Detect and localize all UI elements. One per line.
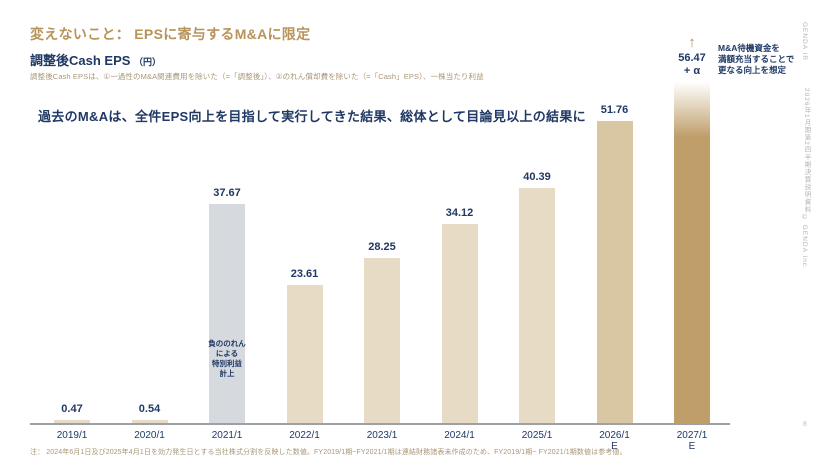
bar-value-label: 0.54 [138, 402, 161, 415]
annotation-line: 更なる向上を想定 [718, 65, 787, 75]
chart-column: 0.47 [33, 83, 111, 423]
bar-annotation: 負ののれん による 特別利益 計上 [208, 339, 246, 378]
bar-value-label: 37.67 [213, 186, 241, 199]
page-title: 変えないこと： EPSに寄与するM&Aに限定 [30, 26, 311, 42]
margin-label-copyright: © GENDA Inc. [801, 214, 808, 270]
up-arrow-icon: ↑ [688, 33, 696, 51]
bar-2020/1 [131, 419, 168, 423]
key-message: 過去のM&Aは、全件EPS向上を目指して実行してきた結果、総体として目論見以上の… [38, 109, 586, 124]
bar-2024/1 [441, 224, 478, 423]
chart-column: 40.39 [498, 83, 576, 423]
bar-value-label: 23.61 [290, 268, 319, 281]
x-axis-label: 2024/1 [444, 430, 475, 441]
x-axis-label: 2026/1 E [599, 430, 630, 452]
margin-label-genda-ir: GENDA IR [801, 22, 808, 62]
chart-title-unit: （円） [134, 57, 162, 67]
chart-column: ↑ 56.47 + α [653, 35, 731, 423]
bar-2022/1 [286, 285, 323, 423]
chart-column: 28.25 [343, 83, 421, 423]
x-axis-label: 2020/1 [134, 430, 165, 441]
bar-value-label: 28.25 [368, 241, 396, 254]
chart-title: 調整後Cash EPS （円） [30, 50, 161, 69]
chart: 0.47 0.54 37.67 負ののれん による 特別利益 計上 23.61 28.25 34.… [30, 35, 731, 425]
bar-value-label: 51.76 [600, 104, 629, 117]
page-number: 8 [803, 421, 807, 428]
annotation-line: M&A待機資金を [718, 43, 780, 53]
chart-column: 23.61 [266, 83, 344, 423]
x-axis-label: 2025/1 [521, 430, 553, 441]
x-axis-label: 2021/1 [211, 430, 243, 441]
chart-column: 34.12 [421, 83, 499, 423]
x-axis-label: 2019/1 [56, 430, 88, 441]
margin-label-deck-title: 2026年1月期第2四半期決算説明資料 [803, 88, 810, 214]
bar-value-label: 40.39 [523, 170, 551, 183]
bar-2019/1 [54, 420, 90, 423]
bar-2023/1 [364, 258, 400, 423]
bar-value-label: 0.47 [61, 403, 83, 415]
x-axis-labels: 2019/1 2020/1 2021/1 2022/1 2023/1 2024/1 2025… [30, 430, 730, 456]
bar-2021/1: 負ののれん による 特別利益 計上 [208, 203, 246, 423]
bar-2026/1 [596, 121, 633, 423]
x-axis-label: 2023/1 [366, 430, 398, 441]
chart-title-text: 調整後Cash EPS [30, 53, 131, 68]
chart-description: 調整後Cash EPSは、①一過性のM&A関連費用を除いた（=「調整後」）、②の… [30, 72, 484, 81]
bar-value-label: 34.12 [445, 207, 474, 220]
x-axis-line [30, 423, 730, 425]
annotation-line: 満額充当することで [718, 54, 795, 64]
x-axis-label: 2027/1 E [676, 430, 708, 452]
footnote: 注： 2024年6月1日及び2025年4月1日を効力発生日とする当社株式分割を反… [30, 449, 627, 456]
bar-2025/1 [519, 187, 555, 423]
chart-column: 37.67 負ののれん による 特別利益 計上 [188, 83, 266, 423]
bar-value-label: ↑ 56.47 + α [678, 33, 706, 77]
ma-funds-annotation: M&A待機資金を 満額充当することで 更なる向上を想定 [718, 43, 794, 76]
chart-column: 51.76 [576, 83, 654, 423]
x-axis-label: 2022/1 [289, 430, 320, 441]
bar-2027/1 [674, 81, 710, 423]
chart-column: 0.54 [111, 83, 189, 423]
